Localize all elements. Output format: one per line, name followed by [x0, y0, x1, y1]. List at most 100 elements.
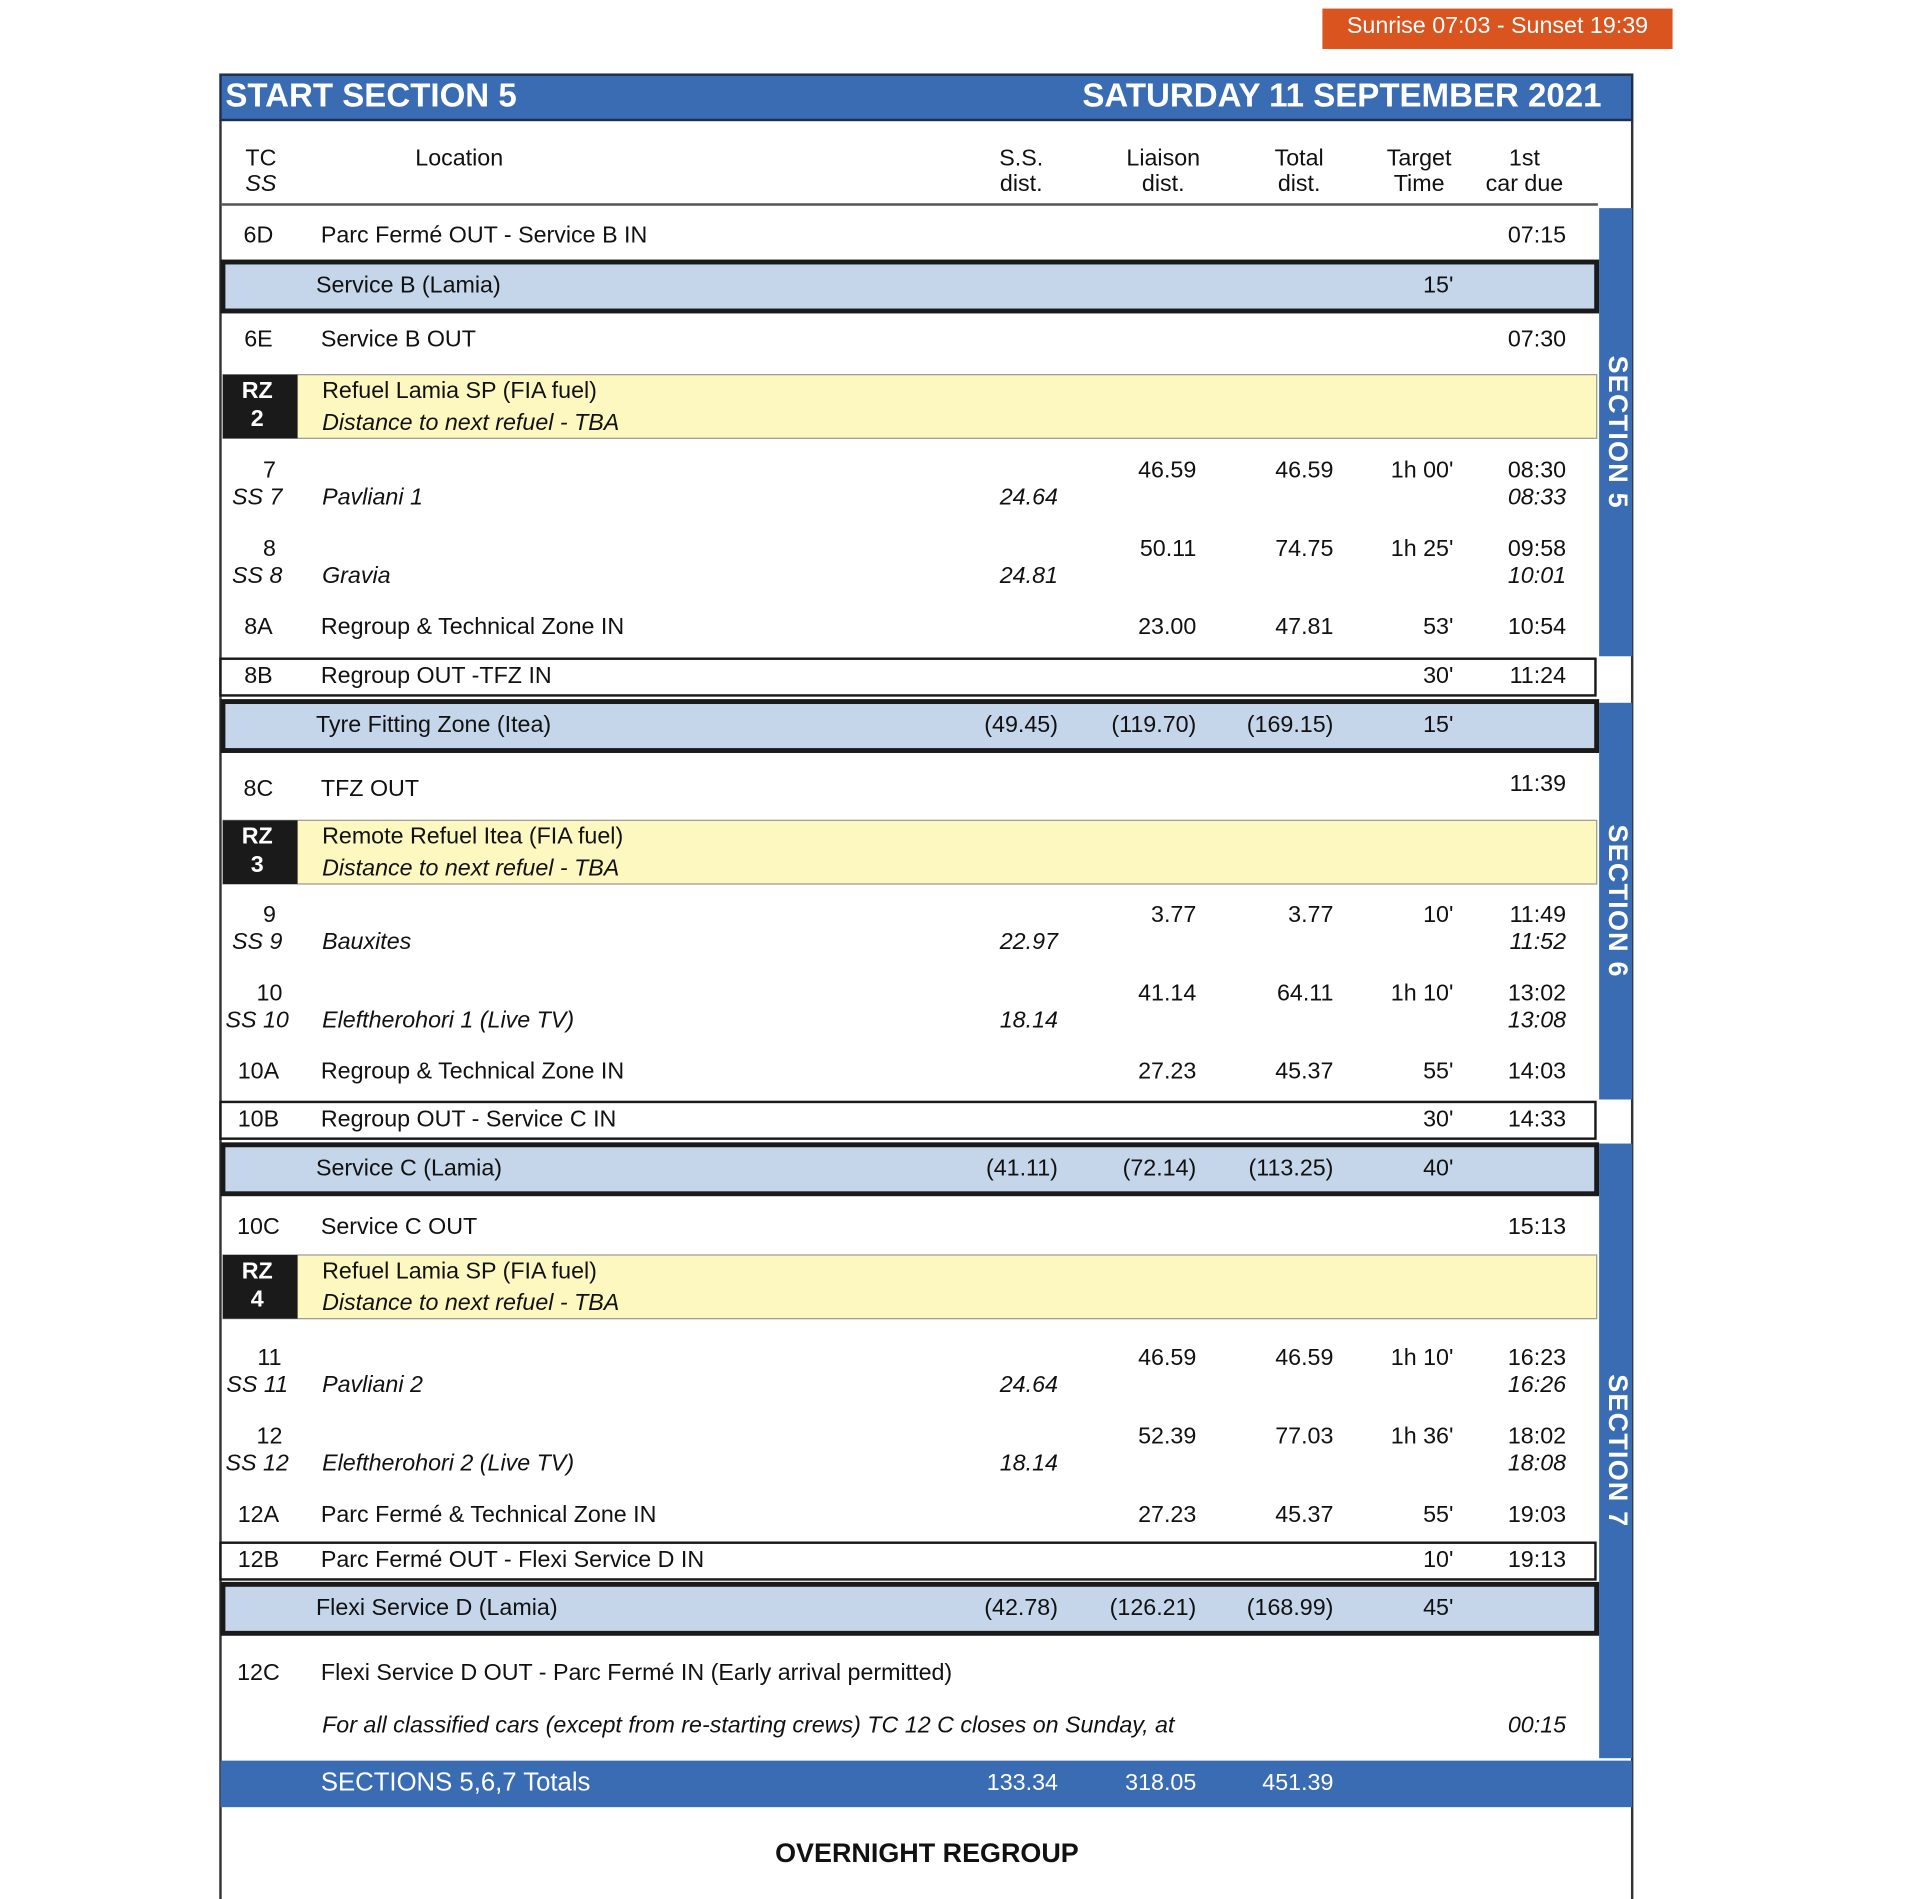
due: 07:30	[1508, 326, 1566, 352]
tc: 6D	[244, 221, 274, 247]
location: Flexi Service D (Lamia)	[316, 1594, 558, 1620]
refuel-zone: RZ	[242, 377, 273, 403]
location: Refuel Lamia SP (FIA fuel)	[322, 377, 597, 403]
stage-start: 11:52	[1510, 928, 1567, 954]
service-band	[220, 699, 1600, 753]
location: Parc Fermé OUT - Flexi Service D IN	[321, 1546, 704, 1572]
ss-distance: 22.97	[999, 928, 1059, 954]
tc: 8A	[244, 613, 273, 639]
tc: 10B	[238, 1105, 279, 1131]
column-header: Time	[1394, 170, 1445, 196]
location: Remote Refuel Itea (FIA fuel)	[322, 823, 623, 849]
section-label: SECTION 5	[1603, 356, 1633, 509]
column-header: TC	[245, 144, 276, 170]
stage-start: 18:08	[1508, 1449, 1566, 1475]
target: 45'	[1423, 1594, 1453, 1620]
liaison: 27.23	[1138, 1058, 1196, 1084]
target: 1h 10'	[1391, 979, 1454, 1005]
stage-number: SS 8	[232, 562, 282, 588]
target: 1h 36'	[1391, 1423, 1454, 1449]
sun-times: Sunrise 07:03 - Sunset 19:39	[1347, 12, 1648, 38]
closing-time: 00:15	[1508, 1712, 1566, 1738]
tc: 8	[263, 535, 276, 561]
target: 40'	[1423, 1154, 1453, 1180]
stage-name: Bauxites	[322, 928, 412, 954]
liaison: 50.11	[1140, 535, 1196, 561]
liaison: 52.39	[1138, 1423, 1196, 1449]
regroup-box	[219, 1541, 1597, 1581]
column-header: SS	[245, 170, 277, 196]
due: 15:13	[1508, 1213, 1566, 1239]
total: 3.77	[1288, 901, 1333, 927]
location: Flexi Service D OUT - Parc Fermé IN (Ear…	[321, 1659, 952, 1685]
target: 55'	[1423, 1501, 1453, 1527]
refuel-note: Distance to next refuel - TBA	[322, 1289, 619, 1315]
location: TFZ OUT	[321, 775, 419, 801]
target: 53'	[1423, 613, 1453, 639]
total: (113.25)	[1249, 1154, 1334, 1180]
refuel-band	[222, 374, 1598, 439]
refuel-band	[222, 1254, 1598, 1320]
section-label: SECTION 7	[1603, 1374, 1633, 1527]
due: 16:23	[1508, 1344, 1566, 1370]
column-header: dist.	[1000, 170, 1043, 196]
target: 15'	[1423, 711, 1453, 737]
regroup-box	[219, 657, 1597, 697]
refuel-zone: RZ	[242, 1257, 273, 1283]
liaison: (126.21)	[1110, 1594, 1197, 1620]
location: Regroup OUT - Service C IN	[321, 1105, 616, 1131]
column-header: 1st	[1509, 144, 1541, 170]
target: 10'	[1423, 901, 1453, 927]
tc: 12C	[237, 1659, 280, 1685]
ss-dist: (41.11)	[986, 1154, 1058, 1180]
refuel-zone: RZ	[242, 823, 273, 849]
regroup-box	[219, 1100, 1597, 1140]
tc: 12	[257, 1423, 283, 1449]
total: 77.03	[1275, 1423, 1333, 1449]
refuel-zone-box	[222, 820, 298, 884]
due: 10:54	[1508, 613, 1566, 639]
tc: 12B	[238, 1546, 279, 1572]
due: 08:30	[1508, 457, 1566, 483]
due: 19:03	[1508, 1501, 1566, 1527]
ss-distance: 24.64	[999, 483, 1058, 509]
liaison: (119.70)	[1111, 711, 1196, 737]
ss-dist: (42.78)	[984, 1594, 1058, 1620]
refuel-zone-box	[222, 1254, 298, 1319]
service-band	[220, 1142, 1600, 1197]
stage-name: Pavliani 1	[322, 483, 423, 509]
stage-name: Gravia	[322, 562, 391, 588]
ss-distance: 18.14	[1000, 1449, 1058, 1475]
totals-liaison: 318.05	[1125, 1769, 1196, 1795]
target: 30'	[1423, 1105, 1453, 1131]
service-band	[220, 1581, 1600, 1636]
tc: 11	[257, 1344, 281, 1370]
tc: 7	[263, 457, 276, 483]
date: SATURDAY 11 SEPTEMBER 2021	[1082, 78, 1601, 115]
tc: 8B	[244, 662, 272, 688]
title-bar	[219, 73, 1634, 122]
total: 45.37	[1275, 1501, 1333, 1527]
stage-name: Eleftherohori 1 (Live TV)	[322, 1006, 574, 1032]
column-header: S.S.	[999, 144, 1043, 170]
refuel-note: Distance to next refuel - TBA	[322, 854, 619, 880]
location: Service C OUT	[321, 1213, 477, 1239]
sun-box	[1322, 8, 1673, 49]
ss-dist: (49.45)	[984, 711, 1058, 737]
due: 13:02	[1508, 979, 1566, 1005]
refuel-zone-number: 3	[251, 851, 264, 877]
closing-note: For all classified cars (except from re-…	[322, 1712, 1176, 1738]
liaison: 3.77	[1151, 901, 1196, 927]
total: (168.99)	[1247, 1594, 1334, 1620]
ss-distance: 18.14	[1000, 1006, 1058, 1032]
total: 46.59	[1275, 457, 1333, 483]
stage-number: SS 7	[232, 483, 283, 509]
total: 64.11	[1277, 979, 1333, 1005]
total: 47.81	[1275, 613, 1333, 639]
location: Tyre Fitting Zone (Itea)	[316, 711, 551, 737]
due: 07:15	[1508, 221, 1566, 247]
location: Refuel Lamia SP (FIA fuel)	[322, 1257, 597, 1283]
target: 1h 10'	[1391, 1344, 1454, 1370]
